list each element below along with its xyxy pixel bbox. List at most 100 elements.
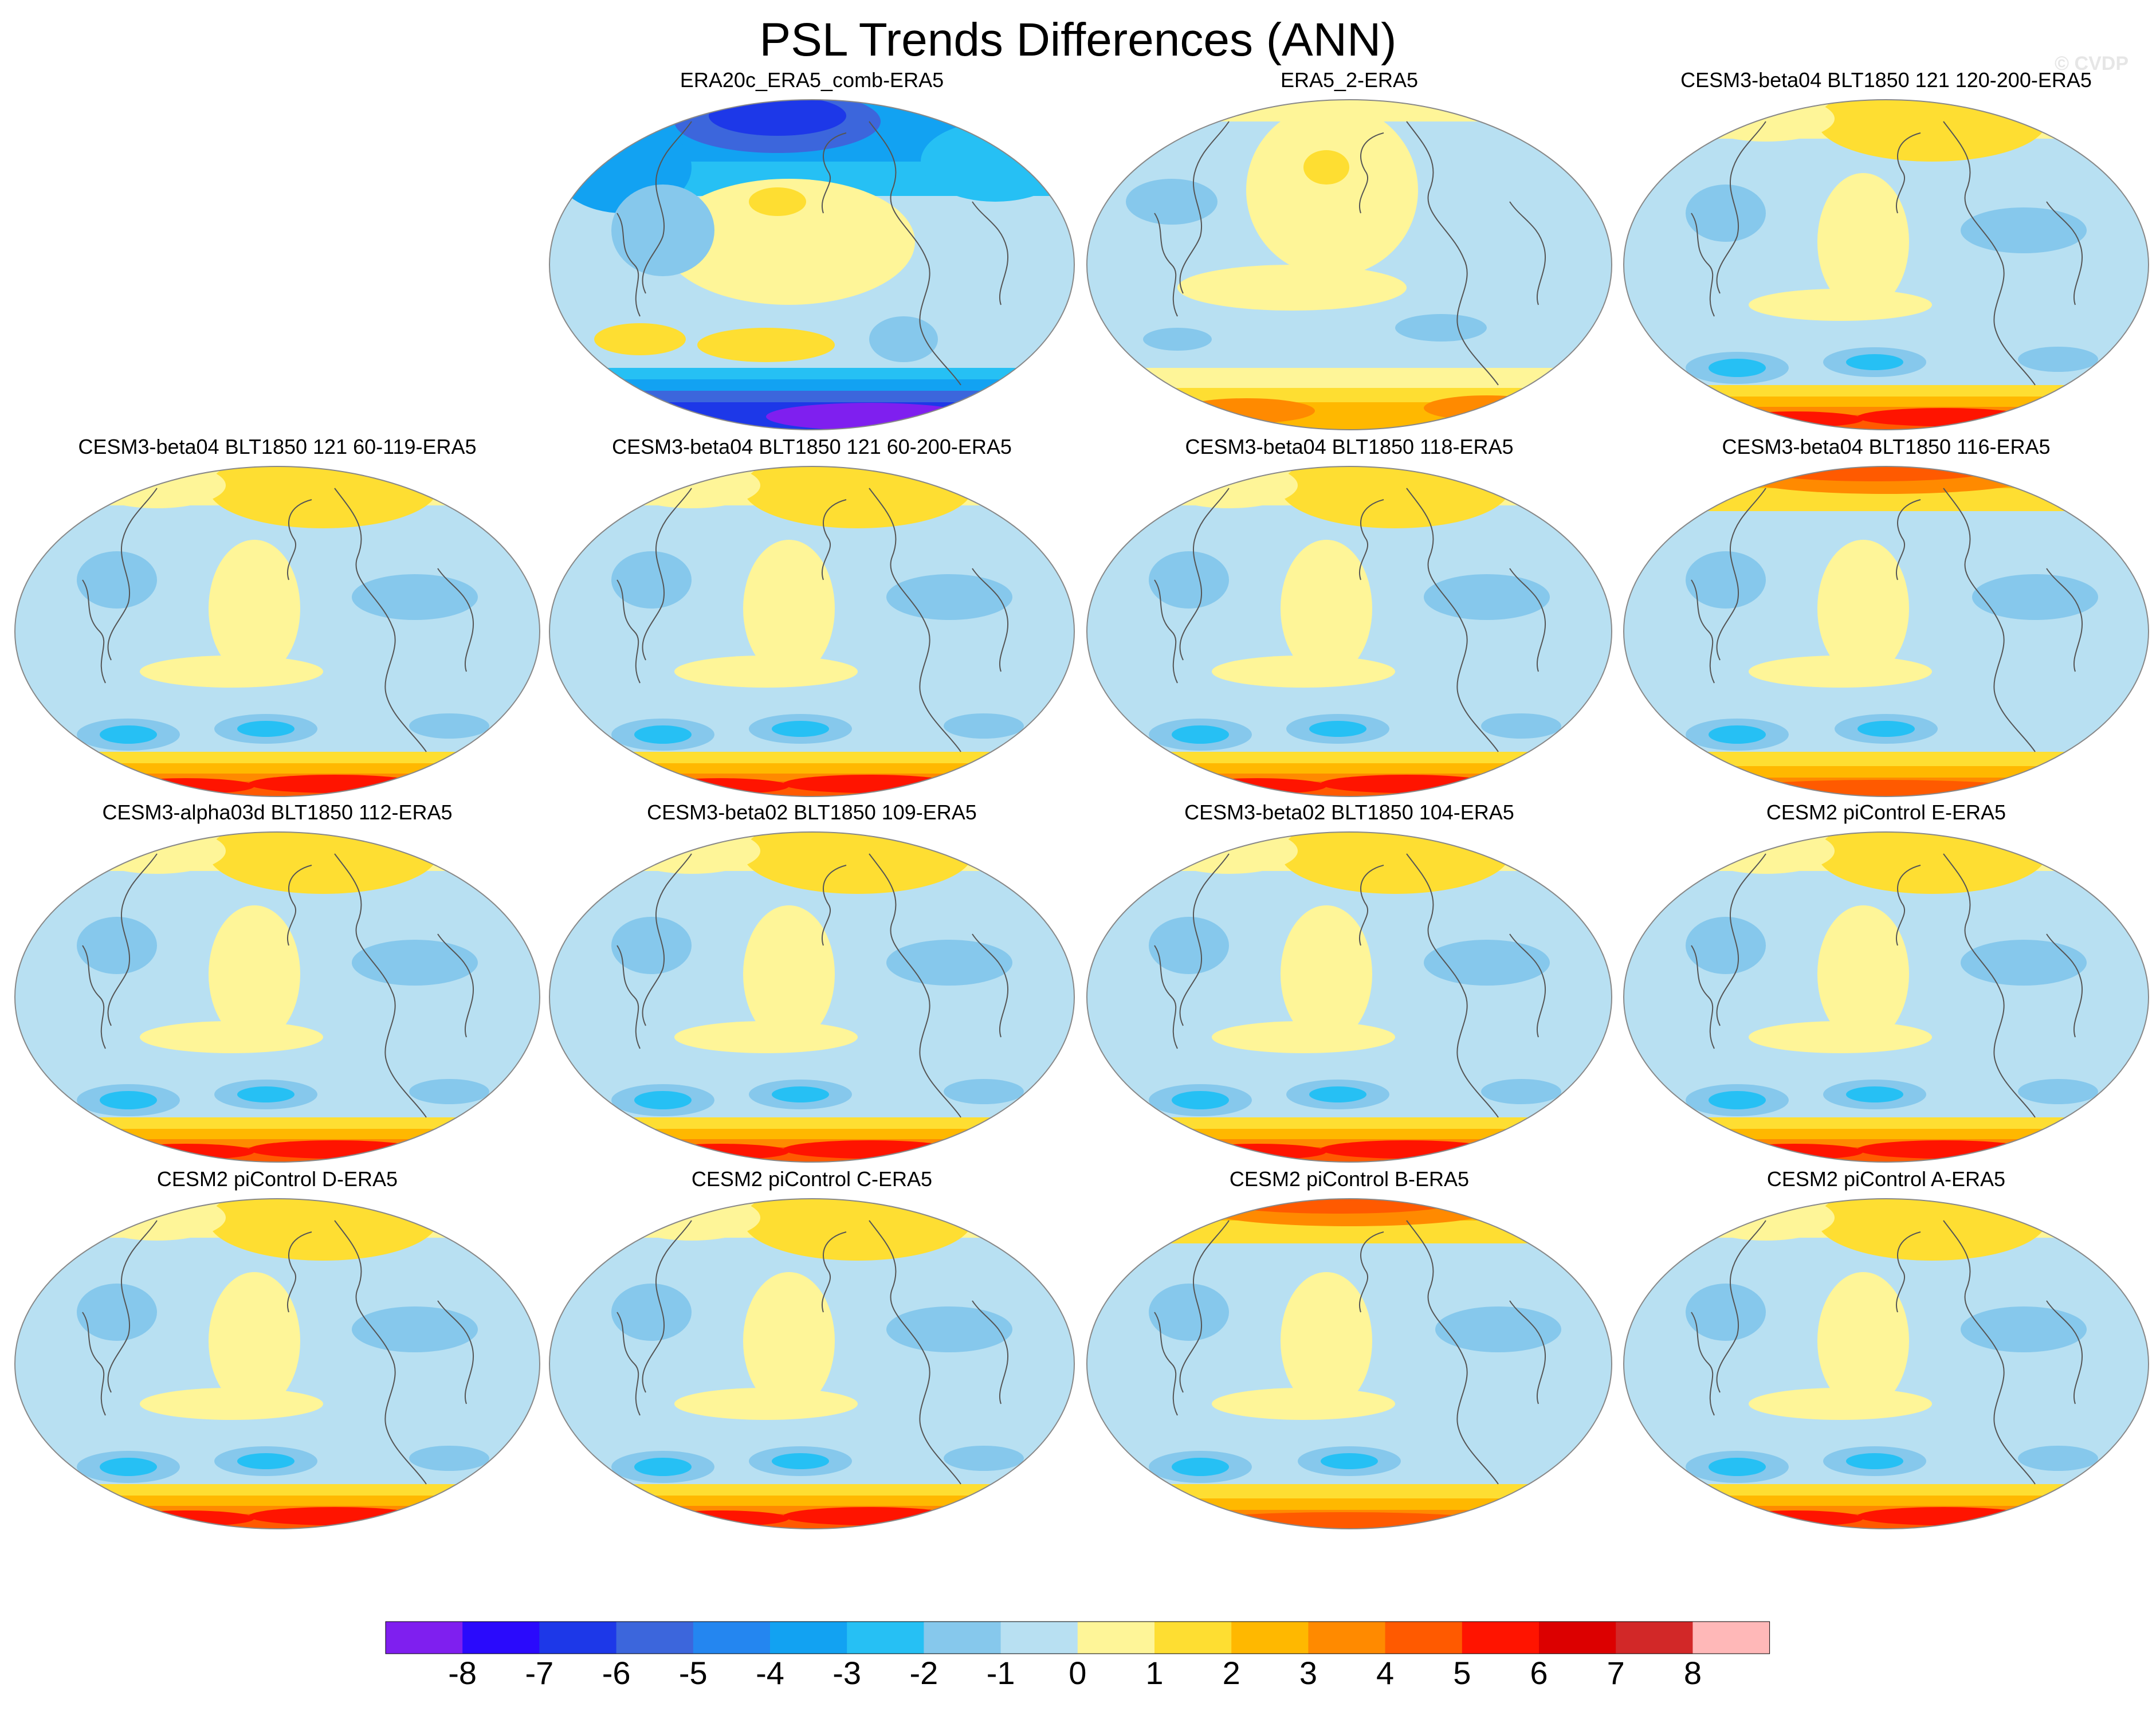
map-contour-region	[1172, 1458, 1229, 1476]
coastline	[1509, 201, 1546, 305]
coastline	[1943, 488, 2036, 752]
map-contour-region	[1143, 328, 1212, 351]
map-contour-region	[209, 466, 438, 528]
coastline	[1179, 121, 1230, 294]
colorbar-swatch	[1000, 1622, 1078, 1654]
coastline	[1154, 1312, 1178, 1416]
map-panel	[1086, 831, 1613, 1163]
map-contour-region	[140, 1021, 323, 1053]
coastline	[287, 499, 312, 580]
map-outline	[14, 1198, 540, 1529]
colorbar-tick-label: -6	[602, 1655, 631, 1691]
colorbar-swatch	[1692, 1622, 1770, 1654]
coastline	[1691, 213, 1715, 317]
map-contour-region	[634, 725, 692, 744]
map-panel	[1623, 465, 2150, 798]
map-contour-region	[1087, 402, 1612, 430]
map-contour-region	[783, 775, 955, 793]
map-contour-region	[1321, 775, 1493, 793]
coastline	[972, 933, 1008, 1038]
coastline	[1359, 865, 1384, 946]
colorbar-tick-label: -7	[525, 1655, 554, 1691]
map-contour-region	[921, 121, 1070, 202]
map-contour-region	[100, 1091, 157, 1109]
map-panel	[1623, 99, 2150, 431]
map-contour-region	[1731, 780, 2029, 796]
coastline	[1716, 121, 1766, 294]
map-outline	[14, 466, 540, 797]
map-contour-region	[1817, 540, 1909, 677]
map-contour-region	[1961, 1306, 2087, 1352]
coastline	[107, 488, 158, 661]
map-contour-region	[1817, 173, 1909, 311]
coastline	[1896, 132, 1921, 214]
panel-title: CESM3-beta04 BLT1850 118-ERA5	[1185, 435, 1514, 458]
panel-title: CESM2 piControl B-ERA5	[1229, 1167, 1470, 1191]
map-contour-region	[1846, 354, 1903, 370]
coastline	[1179, 853, 1230, 1026]
colorbar-tick-label: -1	[986, 1655, 1015, 1691]
coastline	[82, 945, 106, 1049]
map-contour-region	[352, 940, 478, 986]
map-contour-region	[749, 187, 806, 216]
coastline	[334, 853, 427, 1118]
map-contour-region	[1149, 917, 1229, 974]
coastline	[972, 1300, 1008, 1404]
map-contour-region	[1760, 466, 1989, 481]
coastline	[1691, 945, 1715, 1049]
colorbar-tick-label: -8	[448, 1655, 477, 1691]
panel-title: CESM2 piControl E-ERA5	[1766, 800, 2006, 824]
map-outline	[1623, 466, 2149, 797]
map-contour-region	[237, 1086, 294, 1102]
map-contour-region	[249, 1140, 421, 1159]
map-contour-region	[783, 1140, 955, 1159]
map-contour-region	[634, 1091, 692, 1109]
map-panel	[548, 465, 1075, 798]
map-contour-region	[944, 1079, 1024, 1104]
colorbar-swatch	[1462, 1622, 1540, 1654]
colorbar-tick-label: 7	[1607, 1655, 1625, 1691]
coastline	[437, 1300, 474, 1404]
map-contour-region	[140, 1388, 323, 1420]
colorbar-swatch	[462, 1622, 540, 1654]
map-contour-region	[1212, 656, 1395, 688]
map-contour-region	[1281, 832, 1510, 894]
map-contour-region	[77, 551, 157, 609]
map-contour-region	[1321, 1140, 1493, 1159]
map-panel	[14, 465, 541, 798]
map-contour-region	[886, 574, 1012, 620]
map-contour-region	[743, 1199, 972, 1261]
map-contour-region	[944, 1446, 1024, 1471]
colorbar-tick-label: 2	[1222, 1655, 1240, 1691]
coastline	[1179, 1220, 1230, 1393]
map-contour-region	[1686, 185, 1766, 242]
map-contour-region	[100, 725, 157, 744]
map-contour-region	[674, 656, 858, 688]
map-contour-region	[1857, 1140, 2029, 1159]
map-contour-region	[1177, 398, 1315, 423]
map-contour-region	[1857, 408, 2029, 426]
coastline	[869, 121, 961, 386]
coastline	[1716, 1220, 1766, 1393]
coastline	[1896, 499, 1921, 580]
colorbar-swatch	[1154, 1622, 1232, 1654]
map-contour-region	[1177, 265, 1407, 311]
map-contour-region	[886, 1306, 1012, 1352]
colorbar-tick-label: 5	[1453, 1655, 1471, 1691]
coastline	[1359, 499, 1384, 580]
coastline	[1896, 1231, 1921, 1313]
colorbar-swatch	[1077, 1622, 1155, 1654]
map-contour-region	[209, 1199, 438, 1261]
colorbar-swatch	[924, 1622, 1002, 1654]
map-outline	[1086, 1198, 1612, 1529]
map-contour-region	[869, 316, 938, 362]
colorbar-tick-label: 8	[1683, 1655, 1702, 1691]
map-contour-region	[743, 466, 972, 528]
coastline	[822, 132, 847, 214]
colorbar-swatch	[1539, 1622, 1616, 1654]
map-outline	[1623, 99, 2149, 430]
map-contour-region	[1321, 1453, 1378, 1469]
panel-title: CESM2 piControl D-ERA5	[156, 1167, 398, 1191]
map-contour-region	[1817, 1272, 1909, 1410]
map-contour-region	[1435, 1306, 1561, 1352]
